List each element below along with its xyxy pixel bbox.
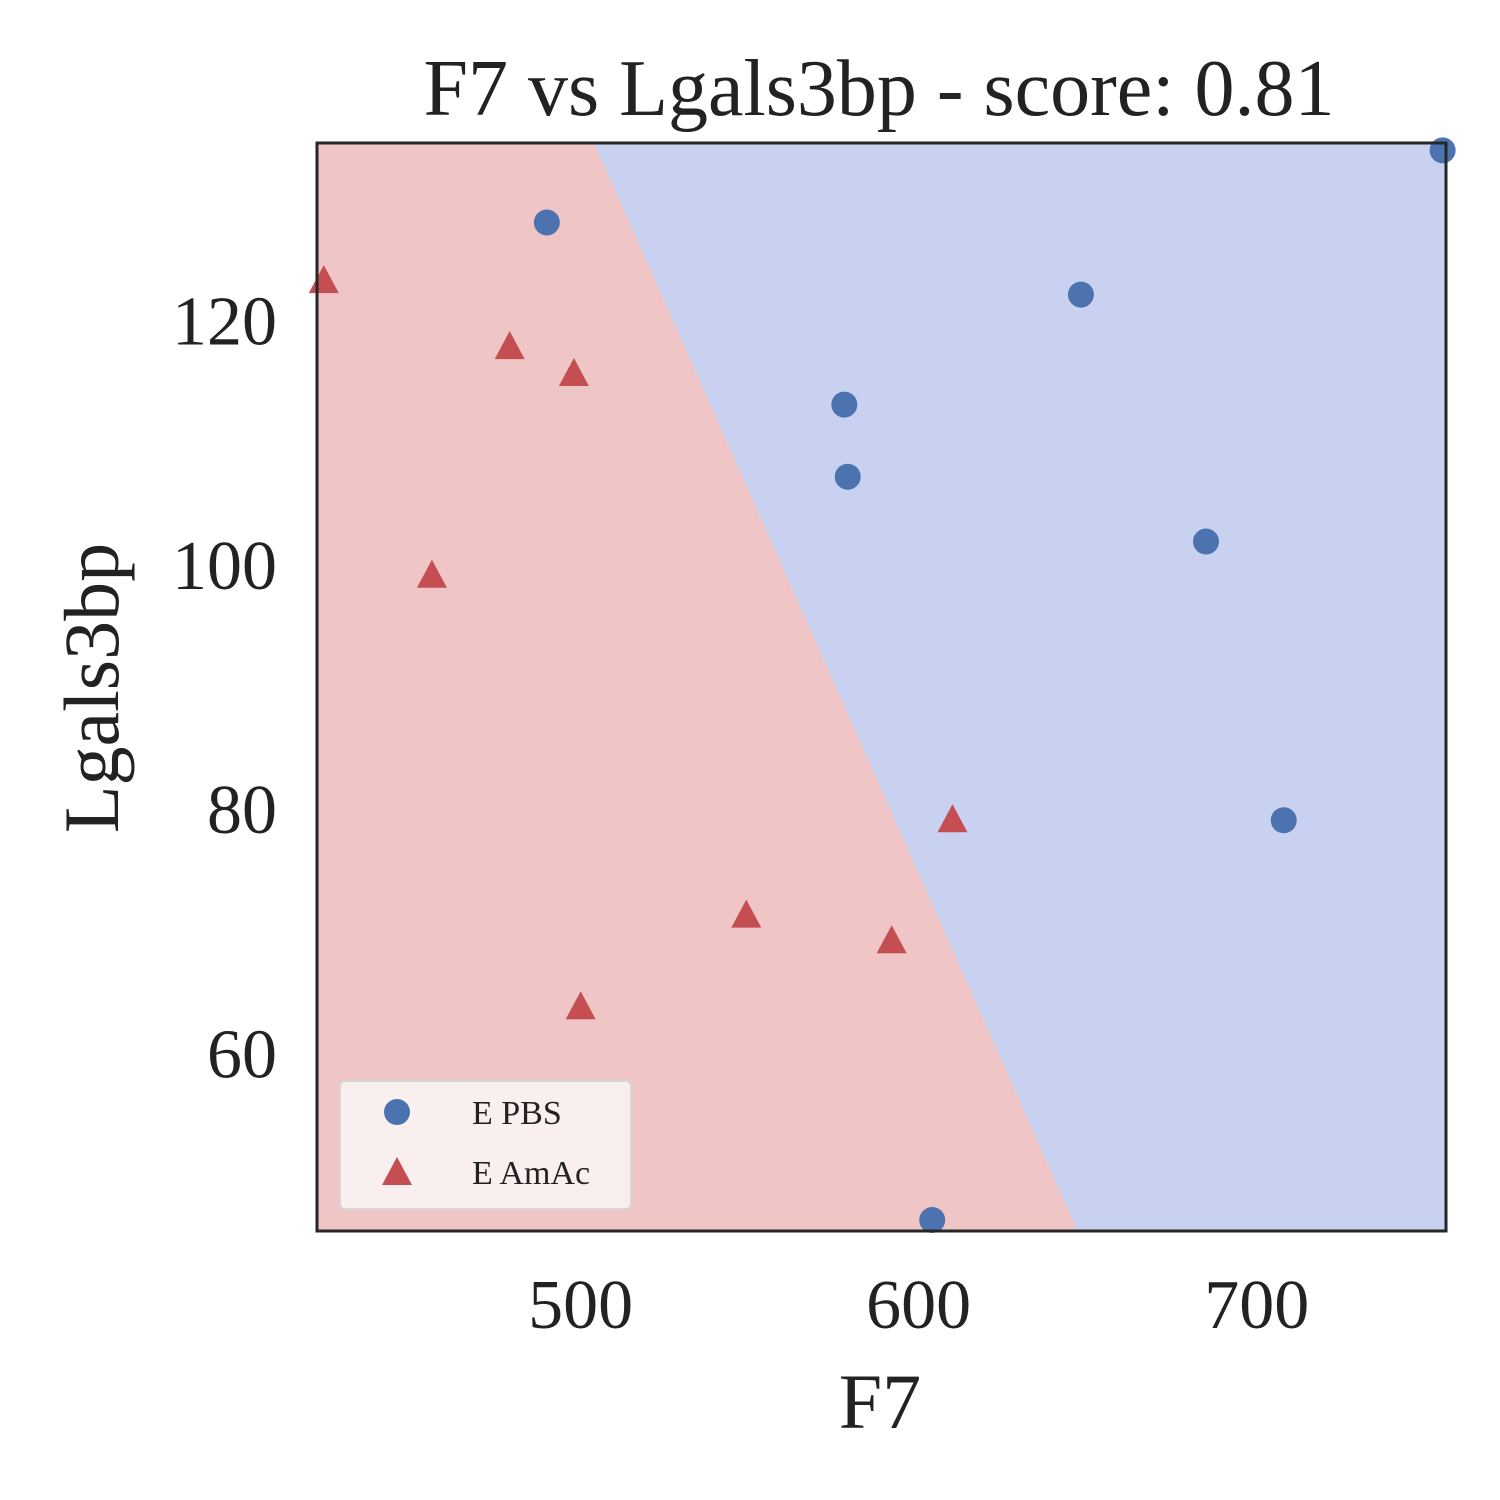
pbs-point-0 (533, 209, 560, 236)
pbs-point-4 (1193, 528, 1220, 555)
legend: E PBS E AmAc (339, 1080, 632, 1210)
pbs-point-7 (1429, 137, 1456, 164)
y-axis-ticks: 60 80 100 120 (172, 283, 277, 1093)
amac-point-4 (937, 804, 968, 833)
x-tick-label: 500 (528, 1267, 633, 1344)
x-tick-label: 700 (1204, 1267, 1309, 1344)
x-tick-label: 600 (866, 1267, 971, 1344)
pbs-point-1 (1067, 281, 1094, 308)
amac-point-6 (876, 925, 907, 954)
legend-marker-amac (382, 1157, 412, 1185)
points-layer (308, 137, 1456, 1233)
y-tick-label: 120 (172, 283, 277, 360)
plot-frame (315, 141, 1448, 1233)
pbs-point-6 (919, 1206, 946, 1233)
y-axis-label: Lgals3bp (48, 543, 135, 833)
y-tick-label: 80 (207, 772, 277, 849)
legend-label-pbs: E PBS (472, 1095, 562, 1132)
decision-region-amac (317, 143, 1078, 1231)
pbs-point-3 (834, 463, 861, 490)
legend-box (339, 1080, 632, 1210)
pbs-point-2 (831, 391, 858, 418)
amac-point-3 (416, 559, 447, 588)
x-axis-ticks: 500 600 700 (528, 1267, 1309, 1344)
amac-point-7 (565, 991, 596, 1020)
chart-title: F7 vs Lgals3bp - score: 0.81 (423, 45, 1334, 133)
amac-point-5 (731, 899, 762, 928)
plot-area (308, 137, 1456, 1233)
x-axis-label: F7 (839, 1358, 921, 1445)
legend-label-amac: E AmAc (472, 1155, 590, 1192)
y-tick-label: 60 (207, 1017, 277, 1094)
pbs-point-5 (1270, 807, 1297, 834)
amac-point-2 (558, 358, 589, 387)
legend-marker-pbs (384, 1099, 410, 1125)
amac-point-1 (494, 331, 525, 360)
decision-region-pbs (594, 143, 1446, 1231)
y-tick-label: 100 (172, 528, 277, 605)
